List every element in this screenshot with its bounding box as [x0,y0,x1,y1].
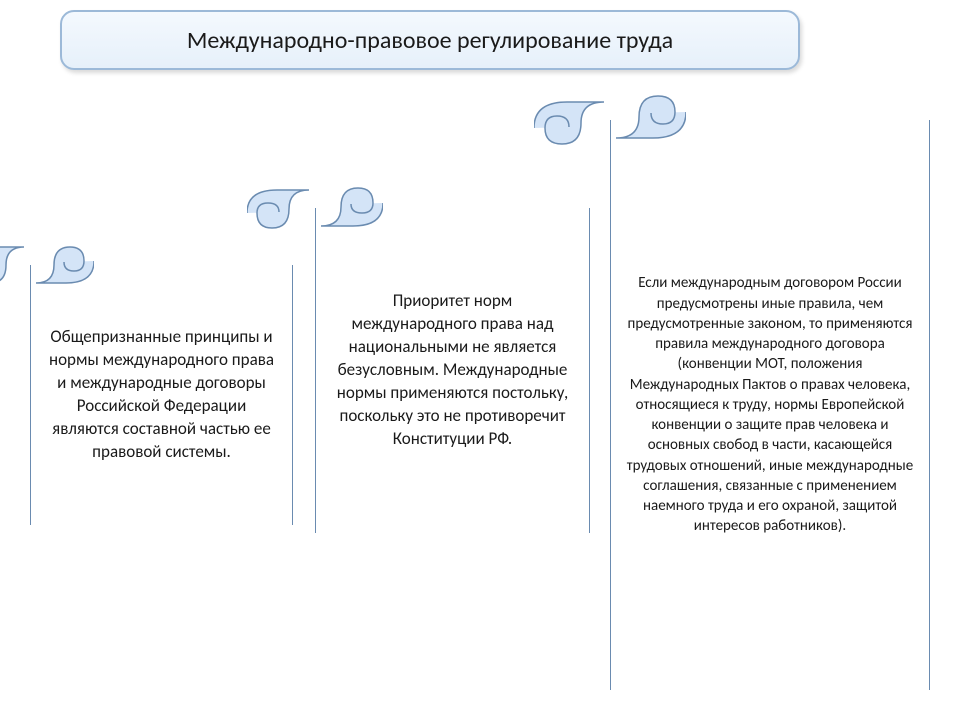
scroll-body-1: Общепризнанные принципы и нормы междунар… [30,265,293,525]
scroll-body-2: Приоритет норм международного права над … [315,208,590,533]
scroll-text-2: Приоритет норм международного права над … [330,290,575,451]
title-text: Международно-правовое регулирование труд… [187,26,673,55]
scroll-curl-bottom-icon [602,88,686,142]
scroll-text-1: Общепризнанные принципы и нормы междунар… [45,326,278,464]
title-banner: Международно-правовое регулирование труд… [60,10,800,70]
scroll-curl-bottom-icon [22,239,94,287]
scroll-body-3: Если международным договором России пред… [610,120,930,690]
scroll-curl-bottom-icon [307,180,383,230]
scroll-text-3: Если международным договором России пред… [625,273,915,536]
